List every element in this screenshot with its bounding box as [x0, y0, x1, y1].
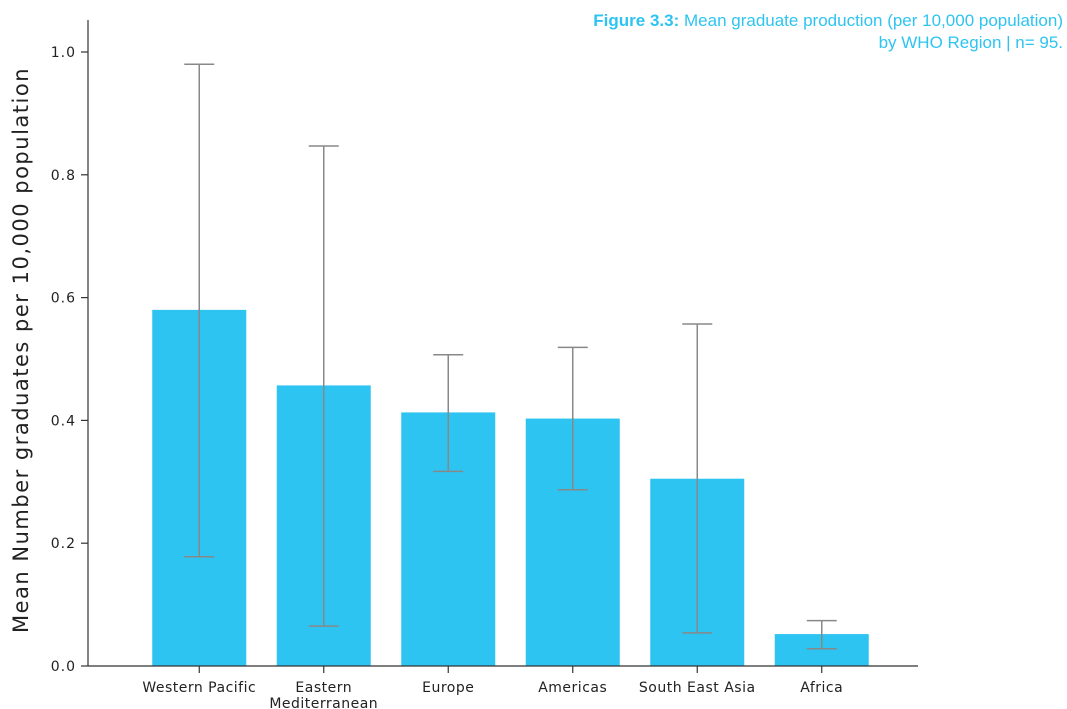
x-tick-label: Europe [422, 680, 474, 696]
x-tick-label: Americas [538, 680, 607, 696]
x-tick-label-line: Eastern [295, 680, 352, 696]
x-tick-label: Eastern Mediterranean [269, 680, 378, 709]
figure-caption-line2: by WHO Region | n= 95. [878, 33, 1063, 52]
x-tick-label-line: South East Asia [639, 680, 756, 696]
x-tick-label: South East Asia [639, 680, 756, 696]
y-tick-label: 1.0 [51, 45, 76, 61]
figure-number: Figure 3.3: [593, 11, 680, 30]
x-tick-label-line: Europe [422, 680, 474, 696]
x-tick-label-line: Mediterranean [269, 696, 378, 709]
figure-caption: Figure 3.3: Mean graduate production (pe… [503, 10, 1063, 54]
error-bars-group [184, 63, 837, 650]
y-tick-label: 0.0 [51, 659, 76, 675]
x-tick-label: Western Pacific [142, 680, 256, 696]
x-tick-label-line: Africa [800, 680, 843, 696]
y-tick-label: 0.2 [51, 536, 76, 552]
y-tick-label: 0.8 [51, 168, 76, 184]
y-tick-label: 0.4 [51, 413, 76, 429]
figure-caption-line1: Mean graduate production (per 10,000 pop… [684, 11, 1063, 30]
x-tick-label: Africa [800, 680, 843, 696]
y-tick-label: 0.6 [51, 291, 76, 307]
x-ticks-group: Western Pacific Eastern Mediterranean Europ… [142, 666, 843, 709]
x-tick-label-line: Western Pacific [142, 680, 256, 696]
y-ticks-group: 0.0 0.2 0.4 0.6 0.8 1.0 [51, 45, 88, 675]
y-axis-label: Mean Number graduates per 10,000 populat… [9, 67, 33, 633]
x-tick-label-line: Americas [538, 680, 607, 696]
bars-group [152, 309, 869, 666]
